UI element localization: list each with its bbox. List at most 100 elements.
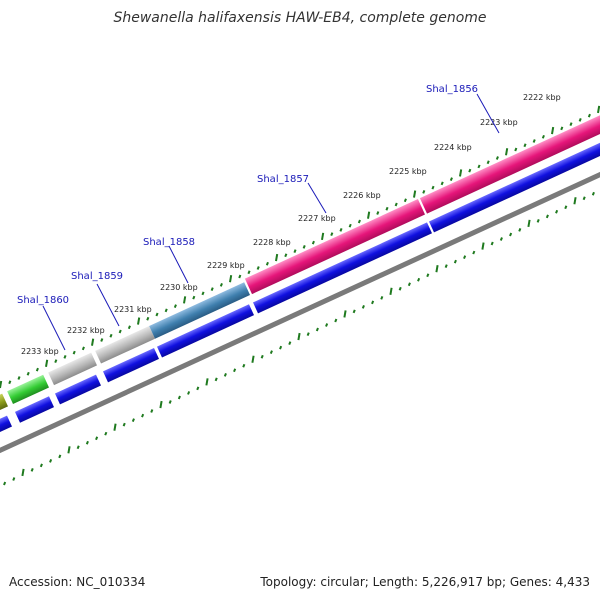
gene-block	[54, 374, 101, 405]
scale-labels: 2222 kbp 2223 kbp 2224 kbp 2225 kbp 2226…	[21, 93, 561, 356]
scale-tick	[523, 143, 527, 148]
scale-tick	[422, 189, 426, 194]
scale-tick	[30, 468, 34, 472]
map-title: Shewanella halifaxensis HAW-EB4, complet…	[113, 10, 487, 26]
scale-tick	[256, 266, 260, 270]
scale-tick	[357, 219, 361, 224]
scale-tick	[431, 185, 435, 190]
scale-tick	[100, 338, 104, 342]
scale-tick	[238, 274, 242, 279]
scale-tick	[269, 350, 273, 355]
gene-block	[149, 282, 251, 339]
gene-label[interactable]: Shal_1856	[426, 84, 478, 95]
scale-tick	[490, 241, 494, 246]
scale-tick	[91, 338, 95, 346]
scale-label: 2225 kbp	[389, 167, 427, 176]
scale-tick	[367, 211, 371, 219]
scale-tick	[21, 468, 25, 477]
scale-tick	[131, 418, 135, 422]
scale-tick	[321, 232, 325, 241]
forward-strand-genes	[0, 113, 600, 413]
scale-label: 2232 kbp	[67, 326, 105, 335]
scale-tick	[407, 282, 411, 287]
scale-tick	[361, 305, 365, 309]
scale-tick	[444, 264, 448, 269]
gene-label[interactable]: Shal_1860	[17, 295, 69, 306]
scale-tick	[146, 316, 150, 321]
scale-label: 2224 kbp	[434, 143, 472, 152]
scale-tick	[141, 413, 145, 418]
gene-block	[0, 415, 13, 435]
scale-tick	[417, 277, 421, 282]
scale-tick	[242, 363, 246, 368]
scale-tick	[275, 253, 279, 262]
accession-text: Accession: NC_010334	[9, 575, 146, 589]
scale-tick	[0, 380, 3, 389]
scale-tick	[472, 250, 476, 255]
scale-tick	[279, 345, 283, 350]
scale-tick	[468, 168, 472, 173]
scale-tick	[192, 295, 196, 300]
scale-tick	[343, 310, 347, 318]
gene-block	[7, 374, 50, 405]
scale-tick	[54, 359, 58, 363]
gene-label[interactable]: Shal_1858	[143, 237, 195, 248]
scale-tick	[564, 205, 568, 210]
scale-tick	[569, 122, 573, 126]
scale-tick	[63, 355, 67, 359]
scale-label: 2226 kbp	[343, 191, 381, 200]
scale-tick	[477, 164, 481, 169]
scale-tick	[284, 253, 288, 258]
scale-tick	[311, 240, 315, 245]
scale-tick	[435, 265, 439, 273]
scale-tick	[233, 368, 237, 373]
scale-tick	[481, 242, 485, 250]
topology-text: Topology: circular; Length: 5,226,917 bp…	[260, 575, 590, 589]
gene-label[interactable]: Shal_1859	[71, 271, 123, 282]
scale-tick	[459, 169, 463, 177]
scale-tick	[573, 197, 577, 205]
scale-tick	[113, 423, 117, 431]
scale-label: 2223 kbp	[480, 118, 518, 127]
scale-tick	[334, 318, 338, 323]
scale-tick	[306, 332, 310, 336]
scale-tick	[325, 323, 329, 327]
gene-block	[252, 222, 433, 314]
scale-tick	[223, 372, 227, 377]
scale-tick	[545, 214, 549, 219]
scale-label: 2233 kbp	[21, 347, 59, 356]
scale-tick	[551, 126, 555, 135]
scale-tick	[398, 286, 402, 291]
scale-tick	[587, 113, 591, 118]
scale-tick	[49, 458, 53, 463]
gene-block	[156, 304, 254, 358]
scale-tick	[85, 440, 89, 445]
gene-block	[48, 352, 97, 386]
gene-block	[419, 113, 600, 214]
scale-label: 2222 kbp	[523, 93, 561, 102]
scale-tick	[3, 481, 7, 486]
scale-tick	[555, 209, 559, 214]
scale-tick	[229, 275, 233, 283]
scale-tick	[426, 273, 430, 278]
gene-label[interactable]: Shal_1857	[257, 174, 309, 185]
scale-tick	[39, 463, 43, 468]
scale-tick	[413, 190, 417, 198]
scale-tick	[514, 147, 518, 152]
scale-tick	[81, 346, 85, 351]
scale-tick	[122, 422, 126, 427]
scale-tick	[12, 477, 16, 481]
scale-tick	[187, 391, 191, 395]
scale-tick	[159, 400, 163, 409]
scale-tick	[352, 309, 356, 314]
scale-tick	[109, 333, 113, 338]
gene-block	[14, 396, 55, 423]
scale-tick	[173, 304, 177, 308]
scale-tick	[127, 325, 131, 330]
scale-tick	[505, 148, 509, 156]
scale-tick	[348, 223, 352, 228]
scale-tick	[463, 255, 467, 259]
scale-tick	[104, 431, 108, 436]
scale-tick	[164, 308, 168, 313]
scale-tick	[251, 355, 255, 363]
